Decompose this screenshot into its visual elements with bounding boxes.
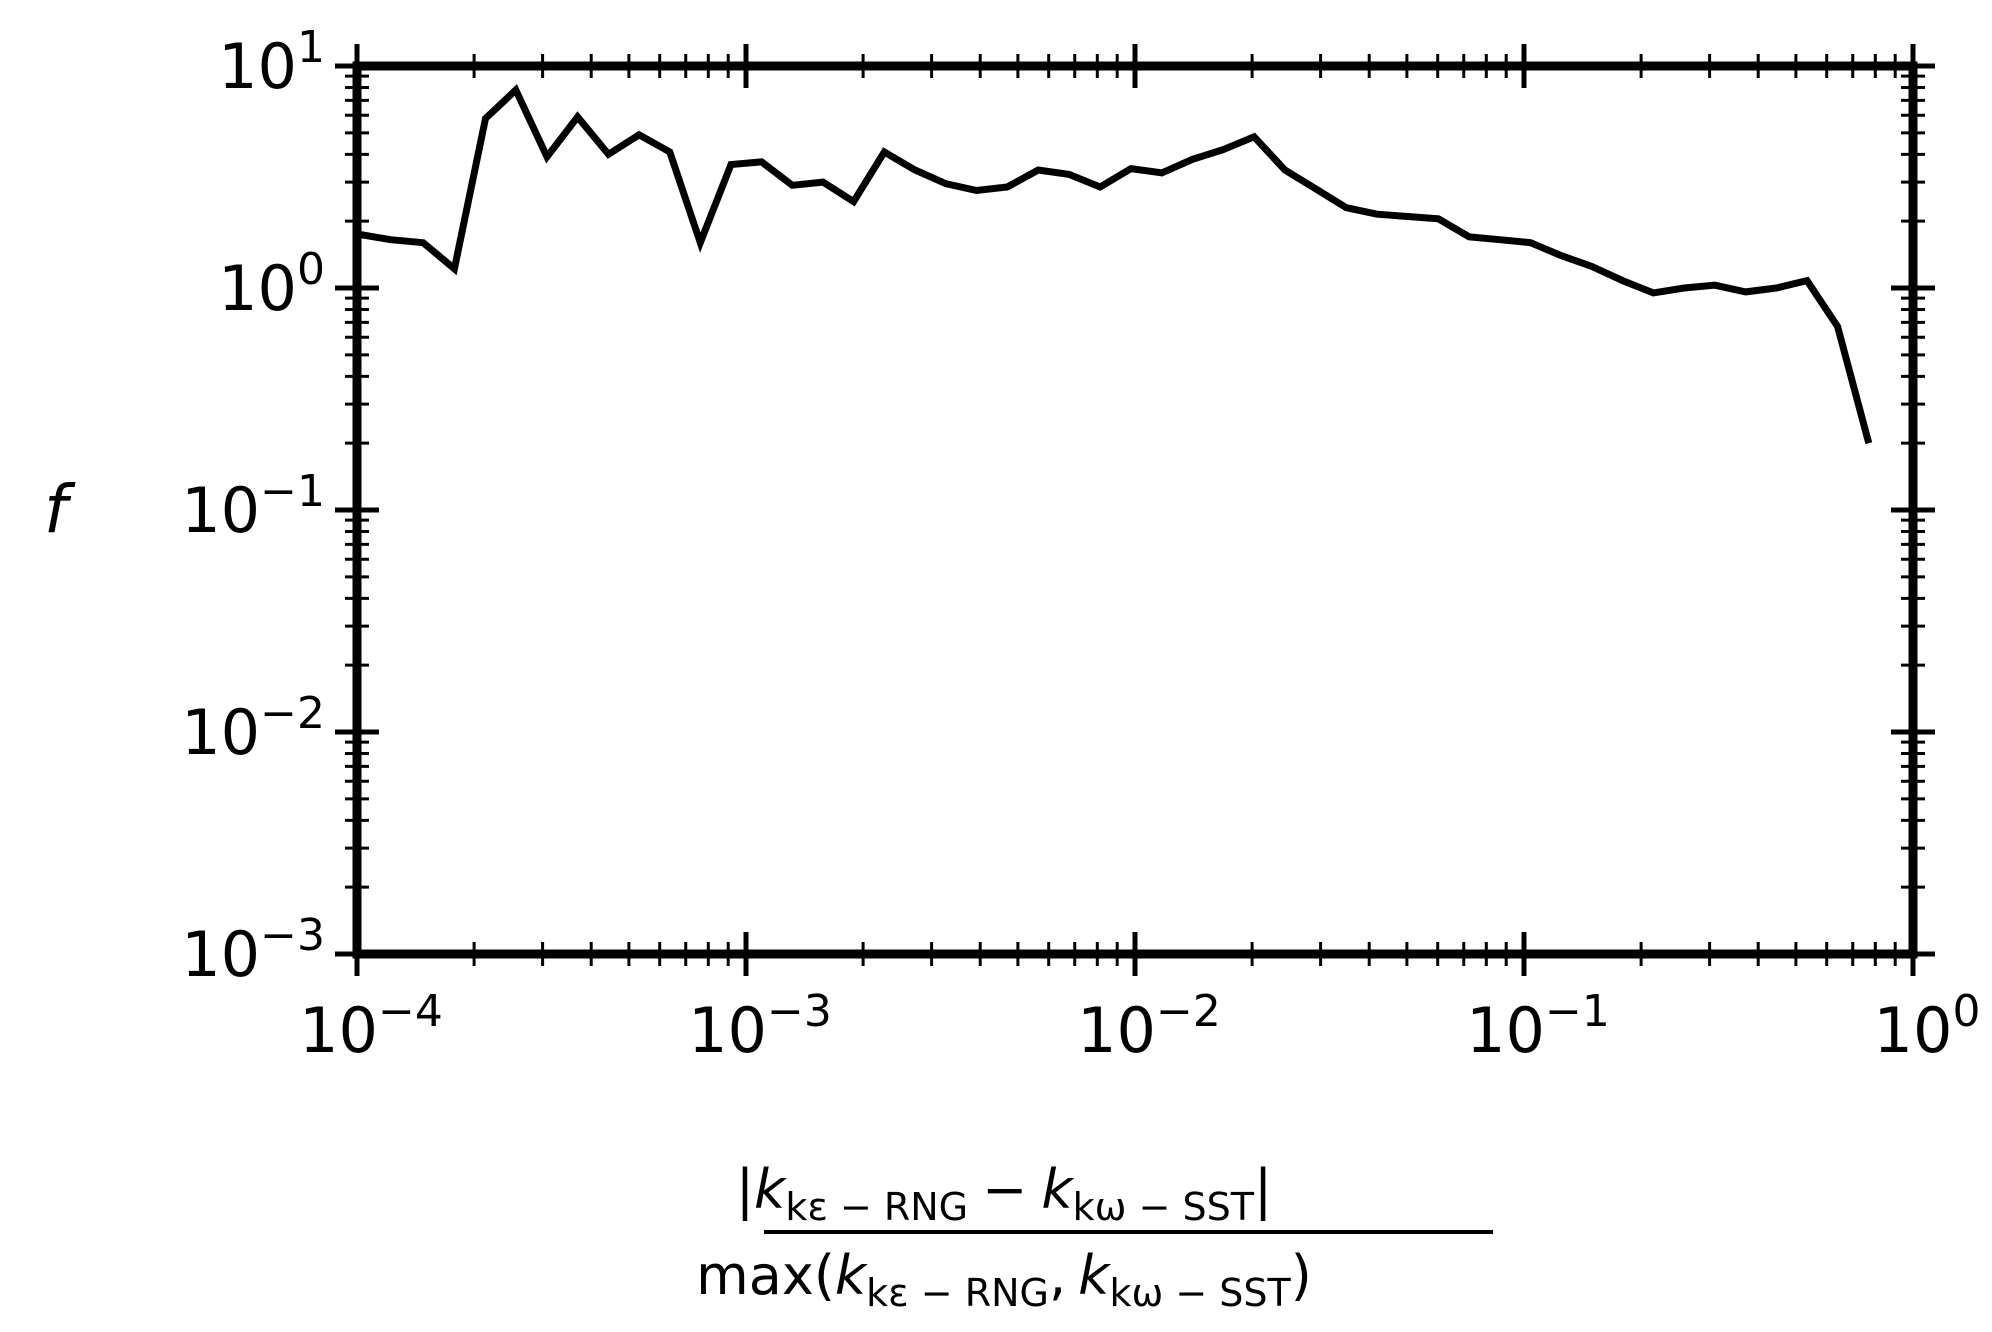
series-line (356, 84, 1873, 445)
x-tick-label: 10−3 (688, 986, 832, 1067)
y-axis-label: f (44, 471, 76, 548)
x-axis-label-denominator: max(kkε − RNG, kkω − SST) (696, 1244, 1312, 1315)
x-axis-label-numerator: |kkε − RNG − kkω − SST| (736, 1158, 1272, 1229)
y-tick-label: 101 (218, 22, 325, 103)
x-tick-label: 100 (1874, 986, 1981, 1067)
plot-frame (352, 61, 1918, 959)
ticks-layer (335, 44, 1935, 976)
x-tick-label: 10−4 (299, 986, 443, 1067)
y-tick-label: 10−2 (181, 688, 325, 769)
x-tick-label: 10−2 (1077, 986, 1221, 1067)
x-axis-label: |kkε − RNG − kkω − SST| max(kkε − RNG, kkω … (696, 1158, 1493, 1315)
x-tick-label: 10−1 (1466, 986, 1610, 1067)
y-tick-label: 100 (218, 244, 325, 325)
y-tick-label: 10−3 (181, 910, 325, 991)
y-tick-label: 10−1 (181, 466, 325, 547)
